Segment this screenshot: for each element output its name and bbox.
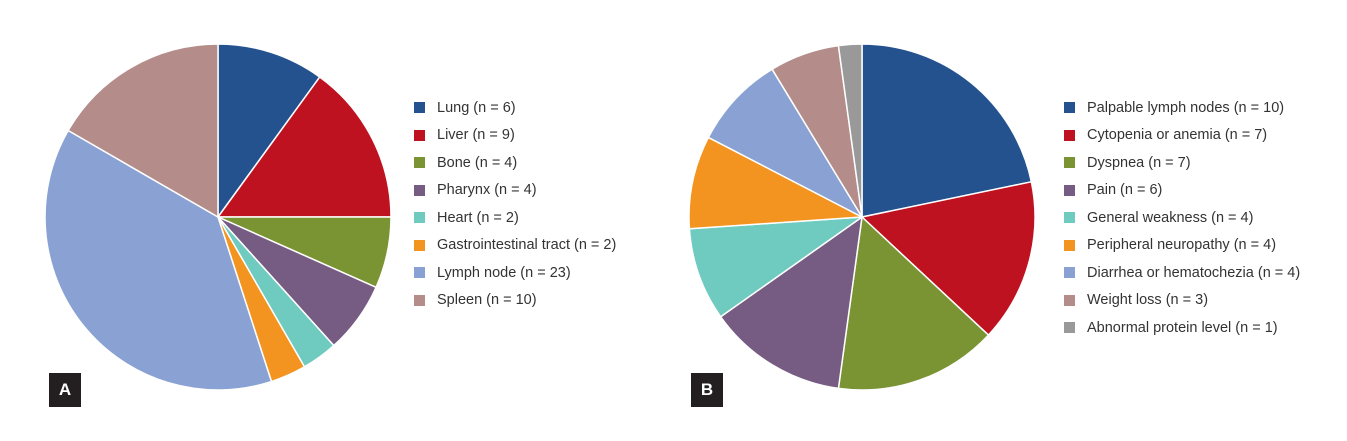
legend-item: Weight loss (n = 3) xyxy=(1064,287,1300,315)
pie-chart-b xyxy=(688,43,1036,391)
legend-item: Spleen (n = 10) xyxy=(414,287,616,315)
panel-label-b: B xyxy=(691,373,723,407)
legend-swatch xyxy=(1064,294,1075,306)
pie-chart-a xyxy=(44,43,392,391)
legend-swatch xyxy=(1064,212,1075,224)
chart-panel-a: Lung (n = 6) Liver (n = 9) Bone (n = 4) Pha… xyxy=(0,0,660,441)
legend-label: Abnormal protein level (n = 1) xyxy=(1087,319,1278,336)
legend-item: Lymph node (n = 23) xyxy=(414,259,616,287)
panel-label-a: A xyxy=(49,373,81,407)
legend-label: Bone (n = 4) xyxy=(437,154,518,171)
legend-swatch xyxy=(1064,102,1075,114)
pie-slice-0-6 xyxy=(44,129,273,391)
legend-item: General weakness (n = 4) xyxy=(1064,204,1300,232)
legend-label: Heart (n = 2) xyxy=(437,209,519,226)
legend-label: Spleen (n = 10) xyxy=(437,292,537,309)
legend-label: Cytopenia or anemia (n = 7) xyxy=(1087,127,1268,144)
legend-swatch xyxy=(1064,157,1075,169)
pie-slice-1-1 xyxy=(861,181,1036,336)
legend-swatch xyxy=(1064,184,1075,196)
legend-item: Cytopenia or anemia (n = 7) xyxy=(1064,122,1300,150)
legend-swatch xyxy=(1064,239,1075,251)
legend-item: Gastrointestinal tract (n = 2) xyxy=(414,232,616,260)
pie-slice-0-7 xyxy=(67,43,219,218)
legend-item: Pharynx (n = 4) xyxy=(414,177,616,205)
pie-slice-1-0 xyxy=(861,43,1033,218)
legend-label: Gastrointestinal tract (n = 2) xyxy=(437,237,617,254)
legend-label: Pain (n = 6) xyxy=(1087,182,1163,199)
legend-a: Lung (n = 6) Liver (n = 9) Bone (n = 4) Pha… xyxy=(414,94,616,314)
legend-label: Peripheral neuropathy (n = 4) xyxy=(1087,237,1277,254)
pie-slice-1-6 xyxy=(707,68,863,218)
legend-item: Palpable lymph nodes (n = 10) xyxy=(1064,94,1300,122)
pie-slice-1-5 xyxy=(688,136,863,230)
legend-swatch xyxy=(414,294,425,306)
legend-item: Pain (n = 6) xyxy=(1064,177,1300,205)
legend-swatch xyxy=(414,184,425,196)
legend-swatch xyxy=(1064,322,1075,334)
legend-label: Diarrhea or hematochezia (n = 4) xyxy=(1087,264,1301,281)
pie-slice-1-3 xyxy=(719,216,863,390)
pie-slice-0-0 xyxy=(217,43,321,218)
legend-label: Lung (n = 6) xyxy=(437,99,516,116)
legend-swatch xyxy=(414,212,425,224)
pie-slice-0-1 xyxy=(217,76,392,218)
legend-swatch xyxy=(414,102,425,114)
legend-label: Lymph node (n = 23) xyxy=(437,264,571,281)
pie-slice-1-8 xyxy=(837,43,863,218)
chart-panel-b: Palpable lymph nodes (n = 10) Cytopenia o… xyxy=(660,0,1347,441)
pie-slice-1-2 xyxy=(837,216,990,391)
legend-swatch xyxy=(1064,129,1075,141)
legend-label: Weight loss (n = 3) xyxy=(1087,292,1209,309)
pie-slice-1-4 xyxy=(688,216,863,318)
legend-label: Liver (n = 9) xyxy=(437,127,515,144)
legend-item: Diarrhea or hematochezia (n = 4) xyxy=(1064,259,1300,287)
legend-label: General weakness (n = 4) xyxy=(1087,209,1254,226)
legend-item: Abnormal protein level (n = 1) xyxy=(1064,314,1300,342)
legend-swatch xyxy=(414,129,425,141)
legend-swatch xyxy=(414,267,425,279)
legend-label: Palpable lymph nodes (n = 10) xyxy=(1087,99,1285,116)
legend-item: Heart (n = 2) xyxy=(414,204,616,232)
legend-swatch xyxy=(414,239,425,251)
legend-item: Bone (n = 4) xyxy=(414,149,616,177)
legend-item: Peripheral neuropathy (n = 4) xyxy=(1064,232,1300,260)
legend-b: Palpable lymph nodes (n = 10) Cytopenia o… xyxy=(1064,94,1300,342)
legend-label: Dyspnea (n = 7) xyxy=(1087,154,1191,171)
legend-item: Dyspnea (n = 7) xyxy=(1064,149,1300,177)
legend-label: Pharynx (n = 4) xyxy=(437,182,537,199)
legend-swatch xyxy=(1064,267,1075,279)
legend-swatch xyxy=(414,157,425,169)
legend-item: Liver (n = 9) xyxy=(414,122,616,150)
legend-item: Lung (n = 6) xyxy=(414,94,616,122)
